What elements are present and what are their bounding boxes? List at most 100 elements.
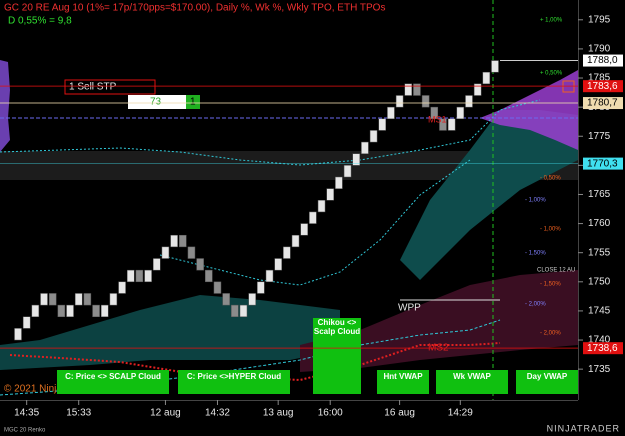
volume-profile bbox=[0, 60, 10, 152]
brick bbox=[144, 269, 152, 283]
level-label: - 1,00% bbox=[525, 198, 546, 204]
y-tick-label: 1765 bbox=[588, 189, 611, 200]
button-label[interactable]: Wk VWAP bbox=[453, 372, 491, 381]
x-tick-label: 14:32 bbox=[205, 408, 230, 419]
brick bbox=[421, 95, 430, 108]
price-marker-label: 1770,3 bbox=[587, 158, 618, 169]
brick bbox=[274, 258, 282, 271]
axis-line bbox=[578, 0, 579, 400]
button-label[interactable]: C: Price <>HYPER Cloud bbox=[187, 372, 281, 381]
brick bbox=[248, 293, 256, 306]
button-text[interactable]: Chikou <> Scalp Cloud bbox=[313, 318, 361, 358]
brick bbox=[317, 200, 326, 213]
y-tick-label: 1760 bbox=[588, 218, 611, 229]
indicator-line bbox=[159, 159, 471, 286]
level-label: - 1,00% bbox=[540, 227, 561, 233]
brick bbox=[126, 269, 135, 283]
order[interactable]: 1 Sell STP 73 1 bbox=[64, 79, 200, 109]
brick bbox=[378, 118, 387, 131]
qty-label[interactable]: 1 bbox=[190, 97, 196, 108]
brick bbox=[473, 83, 482, 96]
order-box[interactable] bbox=[64, 79, 156, 95]
brick bbox=[74, 293, 83, 306]
daily-levels: + 1,00% + 0,50% - 0,50% - 1,00% - 1,50% … bbox=[525, 18, 575, 337]
cloud bbox=[0, 295, 340, 370]
brick bbox=[31, 304, 40, 317]
brick bbox=[369, 130, 378, 143]
button[interactable] bbox=[377, 370, 429, 394]
level-label: - 1,50% bbox=[525, 251, 546, 257]
brick bbox=[326, 188, 334, 201]
brick bbox=[439, 118, 447, 131]
button[interactable] bbox=[57, 370, 169, 394]
ms1-label: MS1 bbox=[428, 114, 447, 124]
brick bbox=[361, 141, 369, 154]
brick bbox=[118, 281, 126, 294]
buttons[interactable]: C: Price <> SCALP Cloud C: Price <>HYPER… bbox=[57, 318, 578, 394]
brick bbox=[205, 269, 213, 283]
button[interactable] bbox=[313, 318, 361, 394]
y-tick-label: 1750 bbox=[588, 276, 611, 287]
brick bbox=[57, 304, 66, 317]
brick bbox=[283, 246, 291, 259]
brick bbox=[387, 106, 395, 120]
y-tick-label: 1735 bbox=[588, 364, 611, 375]
button[interactable] bbox=[436, 370, 508, 394]
brick bbox=[179, 234, 187, 248]
level-label: - 2,00% bbox=[525, 302, 546, 308]
level-label: - 0,50% bbox=[540, 176, 561, 182]
bricks bbox=[14, 60, 499, 341]
order-label[interactable]: 1 Sell STP bbox=[69, 82, 117, 93]
brick bbox=[430, 106, 439, 120]
cloud bbox=[300, 270, 578, 372]
button[interactable] bbox=[516, 370, 578, 394]
button[interactable] bbox=[178, 370, 290, 394]
y-tick-label: 1745 bbox=[588, 306, 611, 317]
level-label: + 1,00% bbox=[540, 18, 563, 24]
brick bbox=[213, 281, 222, 294]
price-marker bbox=[583, 157, 623, 170]
price-marker bbox=[583, 54, 623, 67]
button-label[interactable]: C: Price <> SCALP Cloud bbox=[65, 372, 161, 381]
brick bbox=[395, 95, 404, 108]
brick bbox=[257, 281, 265, 294]
button-label[interactable]: Chikou <> Scalp Cloud bbox=[313, 318, 361, 336]
brick bbox=[170, 234, 178, 248]
logo: NINJATRADER bbox=[547, 423, 620, 433]
brick bbox=[92, 304, 100, 317]
qty-box[interactable] bbox=[128, 95, 186, 109]
brick bbox=[343, 165, 352, 178]
qty-label[interactable]: 73 bbox=[150, 97, 162, 108]
brick bbox=[231, 304, 239, 317]
brick bbox=[153, 258, 161, 271]
brick bbox=[222, 293, 230, 306]
x-tick-label: 16:00 bbox=[318, 408, 343, 419]
y-tick-label: 1740 bbox=[588, 335, 611, 346]
instrument-label: MGC 20 Renko bbox=[4, 428, 46, 434]
brick bbox=[83, 293, 92, 306]
level-label: - 1,50% bbox=[540, 282, 561, 288]
brick bbox=[482, 71, 491, 85]
brick bbox=[48, 293, 57, 306]
button-label[interactable]: Day VWAP bbox=[527, 372, 568, 381]
brick bbox=[135, 269, 144, 283]
indicator-line bbox=[0, 99, 541, 166]
brick bbox=[40, 293, 48, 306]
axis-line bbox=[0, 400, 578, 401]
y-tick-label: 1785 bbox=[588, 73, 611, 84]
brick bbox=[66, 304, 74, 317]
brick bbox=[291, 234, 300, 248]
brick bbox=[465, 95, 473, 108]
brick bbox=[309, 211, 317, 224]
chart-title: GC 20 RE Aug 10 (1%= 17p/170pps=$170.00)… bbox=[4, 3, 385, 14]
x-tick-label: 16 aug bbox=[384, 408, 415, 419]
brick bbox=[100, 304, 109, 317]
brick bbox=[300, 223, 308, 236]
button-label[interactable]: Hnt VWAP bbox=[383, 372, 423, 381]
price-marker-label: 1780,7 bbox=[587, 98, 618, 109]
qty-box[interactable] bbox=[186, 95, 200, 109]
x-tick-label: 14:29 bbox=[448, 408, 473, 419]
x-tick-label: 13 aug bbox=[263, 408, 294, 419]
